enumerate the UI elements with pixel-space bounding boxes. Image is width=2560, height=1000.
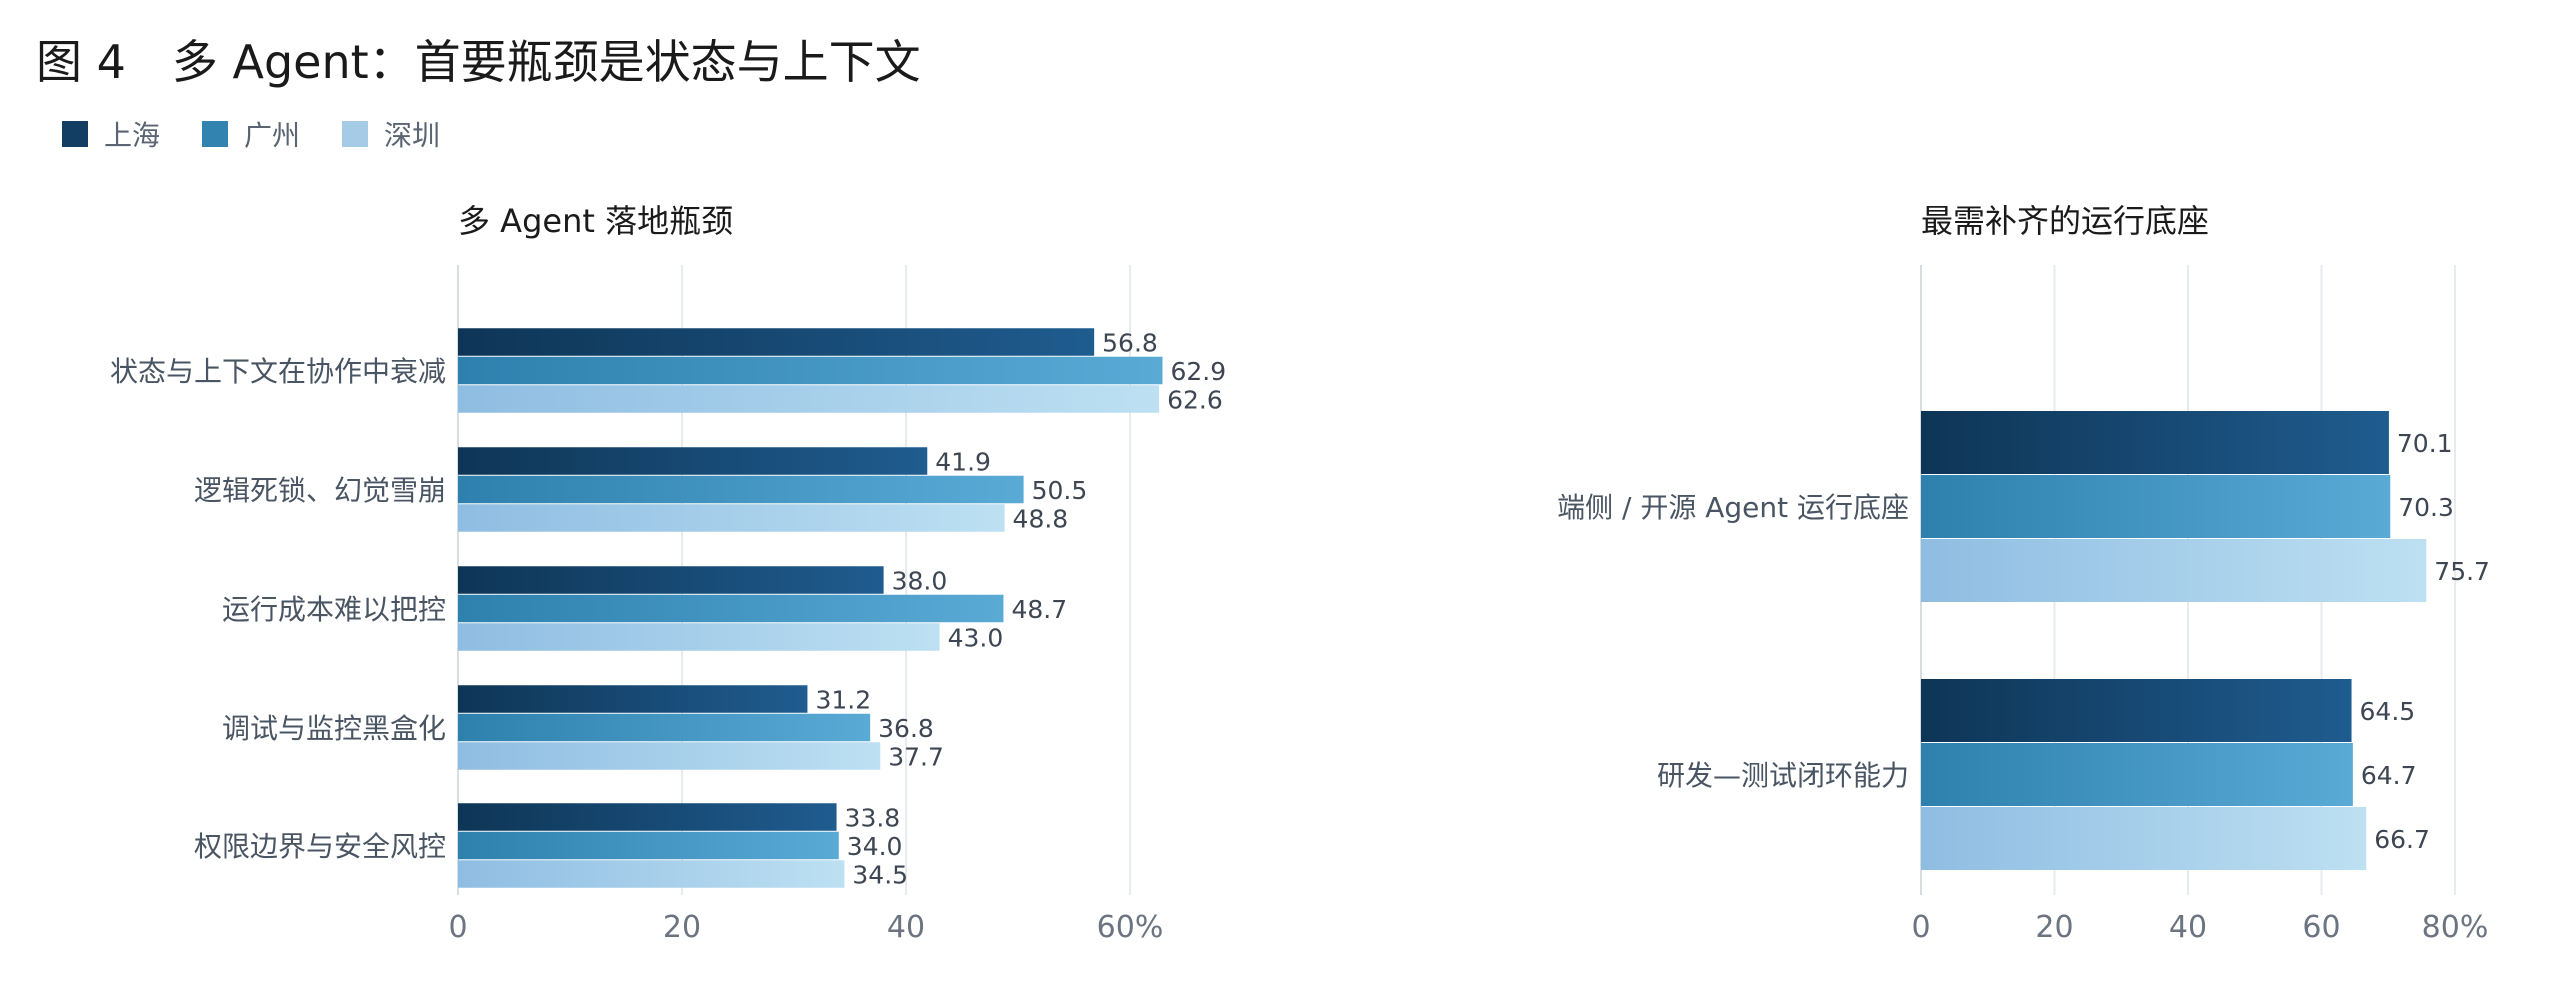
legend-label-shanghai: 上海 xyxy=(104,119,161,152)
chart-0-x-tick-label: 20 xyxy=(663,910,701,945)
chart-1-data-label: 64.7 xyxy=(2361,761,2417,790)
chart-0-bar xyxy=(458,356,1163,385)
chart-1-category-label: 端侧 / 开源 Agent 运行底座 xyxy=(1557,491,1909,524)
chart-0-data-label: 36.8 xyxy=(878,714,934,743)
legend-item-shenzhen: 深圳 xyxy=(342,114,440,154)
chart-0-bar xyxy=(458,803,837,831)
chart-1-bar xyxy=(1921,539,2427,602)
chart-0-data-label: 50.5 xyxy=(1032,476,1088,505)
chart-0-data-label: 41.9 xyxy=(935,448,991,477)
chart-1-x-tick-label: 40 xyxy=(2169,910,2207,945)
chart-1-data-label: 66.7 xyxy=(2374,825,2430,854)
chart-1-category-label: 研发—测试闭环能力 xyxy=(1657,759,1909,792)
chart-1-bar xyxy=(1921,475,2391,538)
chart-1-x-tick-label: 20 xyxy=(2035,910,2073,945)
chart-0-data-label: 62.9 xyxy=(1170,357,1226,386)
chart-0-data-label: 43.0 xyxy=(948,624,1004,653)
legend-item-guangzhou: 广州 xyxy=(202,114,300,154)
chart-0-bar xyxy=(458,475,1024,504)
chart-0-data-label: 31.2 xyxy=(815,686,871,715)
chart-1-bar xyxy=(1921,743,2353,806)
legend: 上海 广州 深圳 xyxy=(62,114,440,154)
legend-label-guangzhou: 广州 xyxy=(244,119,301,152)
chart-0-data-label: 62.6 xyxy=(1167,386,1223,415)
legend-swatch-guangzhou xyxy=(202,121,229,147)
chart-0-bar xyxy=(458,831,839,860)
legend-swatch-shenzhen xyxy=(342,121,369,147)
chart-1-data-label: 75.7 xyxy=(2434,557,2490,586)
chart-1-data-label: 70.3 xyxy=(2398,493,2454,522)
legend-label-shenzhen: 深圳 xyxy=(384,119,441,152)
chart-0-bar xyxy=(458,623,940,651)
legend-swatch-shanghai xyxy=(62,121,88,147)
chart-0-bar xyxy=(458,566,884,594)
chart-0-bar xyxy=(458,713,871,742)
chart-1-x-tick-label: 0 xyxy=(1911,910,1930,945)
chart-0-bar xyxy=(458,504,1005,532)
chart-0-x-tick-label: 40 xyxy=(887,910,925,945)
chart-0-bar xyxy=(458,685,808,713)
chart-0-data-label: 34.0 xyxy=(847,832,903,861)
chart-1-title: 最需补齐的运行底座 xyxy=(1921,202,2209,240)
chart-1-x-tick-label: 80% xyxy=(2422,910,2489,945)
chart-0-data-label: 56.8 xyxy=(1102,329,1158,358)
chart-0-bar xyxy=(458,385,1160,413)
chart-0-category-label: 状态与上下文在协作中衰减 xyxy=(110,355,446,388)
chart-0-data-label: 33.8 xyxy=(845,804,901,833)
chart-1-bar xyxy=(1921,807,2367,870)
chart-0-x-tick-label: 60% xyxy=(1097,910,1164,945)
chart-0-category-label: 权限边界与安全风控 xyxy=(194,830,446,863)
chart-0-bar xyxy=(458,328,1095,356)
chart-1-bar xyxy=(1921,411,2389,474)
chart-0-bar xyxy=(458,860,845,888)
chart-1-data-label: 70.1 xyxy=(2397,429,2453,458)
chart-0-category-label: 调试与监控黑盒化 xyxy=(222,712,446,745)
chart-0-bar xyxy=(458,742,881,770)
chart-0-data-label: 48.7 xyxy=(1011,595,1067,624)
chart-1-x-tick-label: 60 xyxy=(2302,910,2340,945)
chart-0-title: 多 Agent 落地瓶颈 xyxy=(458,202,733,240)
chart-0-x-tick-label: 0 xyxy=(448,910,467,945)
chart-0-data-label: 38.0 xyxy=(892,567,948,596)
chart-1-data-label: 64.5 xyxy=(2360,697,2416,726)
chart-0-data-label: 48.8 xyxy=(1013,505,1069,534)
legend-item-shanghai: 上海 xyxy=(62,114,160,154)
chart-0-category-label: 运行成本难以把控 xyxy=(222,593,446,626)
chart-0-data-label: 34.5 xyxy=(852,861,908,890)
chart-0-data-label: 37.7 xyxy=(888,743,944,772)
chart-0-bar xyxy=(458,594,1004,623)
figure-title: 图 4 多 Agent：首要瓶颈是状态与上下文 xyxy=(36,35,921,89)
chart-1-bar xyxy=(1921,679,2352,742)
chart-0-category-label: 逻辑死锁、幻觉雪崩 xyxy=(194,474,446,507)
chart-0-bar xyxy=(458,447,928,475)
